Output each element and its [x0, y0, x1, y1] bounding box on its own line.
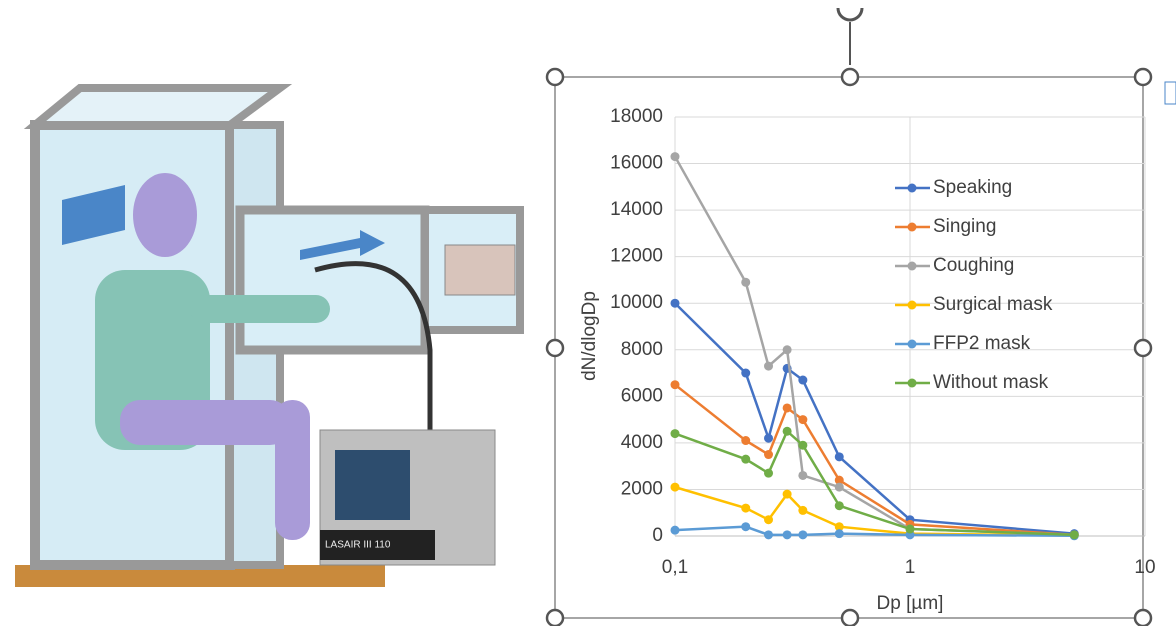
- point: [798, 441, 807, 450]
- chamber: [240, 210, 425, 350]
- point: [835, 483, 844, 492]
- booth-top: [35, 88, 280, 125]
- y-tick-label: 4000: [621, 432, 663, 453]
- legend-label: Coughing: [933, 255, 1014, 276]
- point: [764, 362, 773, 371]
- fan: [445, 245, 515, 295]
- x-axis-label: Dp [µm]: [877, 593, 944, 614]
- resize-handle[interactable]: [1135, 610, 1151, 626]
- x-tick-label: 1: [905, 557, 916, 578]
- y-tick-label: 0: [652, 525, 663, 546]
- illustration: LASAIR III 110: [15, 88, 520, 587]
- legend-marker: [908, 301, 917, 310]
- y-tick-label: 14000: [610, 199, 663, 220]
- point: [671, 429, 680, 438]
- point: [906, 525, 915, 534]
- series-line: [675, 431, 1074, 535]
- legend-marker: [908, 340, 917, 349]
- x-tick-label: 0,1: [662, 557, 688, 578]
- point: [835, 452, 844, 461]
- point: [798, 506, 807, 515]
- resize-handle[interactable]: [547, 340, 563, 356]
- dummy-leg: [120, 400, 290, 445]
- point: [835, 501, 844, 510]
- point: [741, 504, 750, 513]
- point: [783, 490, 792, 499]
- screen: LASAIR III 110 dN/dlogDp Dp [µm] 0 2000 40…: [0, 0, 1176, 626]
- dummy-shin: [275, 400, 310, 540]
- point: [835, 529, 844, 538]
- y-tick-label: 12000: [610, 246, 663, 267]
- point: [764, 515, 773, 524]
- point: [671, 380, 680, 389]
- point: [671, 299, 680, 308]
- point: [764, 530, 773, 539]
- point: [671, 483, 680, 492]
- point: [783, 427, 792, 436]
- legend-marker: [908, 262, 917, 271]
- series-line: [675, 385, 1074, 535]
- point: [798, 376, 807, 385]
- y-tick-label: 6000: [621, 385, 663, 406]
- y-tick-label: 10000: [610, 292, 663, 313]
- dummy-head: [133, 173, 197, 257]
- resize-handle[interactable]: [547, 69, 563, 85]
- legend-marker: [908, 379, 917, 388]
- resize-handle[interactable]: [547, 610, 563, 626]
- point: [783, 530, 792, 539]
- point: [741, 278, 750, 287]
- dummy-arm: [190, 295, 330, 323]
- legend-label: Without mask: [933, 372, 1049, 393]
- point: [741, 436, 750, 445]
- layout-options[interactable]: [1165, 82, 1176, 104]
- x-tick-label: 10: [1134, 557, 1155, 578]
- point: [798, 530, 807, 539]
- point: [741, 455, 750, 464]
- resize-handle[interactable]: [1135, 340, 1151, 356]
- legend-label: Speaking: [933, 177, 1012, 198]
- legend-marker: [908, 223, 917, 232]
- legend-marker: [908, 184, 917, 193]
- y-axis-label: dN/dlogDp: [579, 291, 600, 381]
- legend-label: Singing: [933, 216, 996, 237]
- point: [783, 403, 792, 412]
- rotate-handle[interactable]: [838, 8, 862, 20]
- point: [764, 434, 773, 443]
- point: [798, 471, 807, 480]
- point: [1070, 530, 1079, 539]
- device-screen: [335, 450, 410, 520]
- point: [741, 369, 750, 378]
- legend-label: FFP2 mask: [933, 333, 1031, 354]
- point: [764, 450, 773, 459]
- point: [764, 469, 773, 478]
- y-tick-label: 2000: [621, 478, 663, 499]
- point: [783, 345, 792, 354]
- resize-handle[interactable]: [842, 69, 858, 85]
- point: [741, 522, 750, 531]
- y-tick-label: 8000: [621, 339, 663, 360]
- resize-handle[interactable]: [842, 610, 858, 626]
- legend-label: Surgical mask: [933, 294, 1053, 315]
- y-tick-label: 16000: [610, 153, 663, 174]
- point: [798, 415, 807, 424]
- point: [671, 152, 680, 161]
- resize-handle[interactable]: [1135, 69, 1151, 85]
- y-tick-label: 18000: [610, 106, 663, 127]
- point: [671, 526, 680, 535]
- device-label: LASAIR III 110: [325, 540, 391, 551]
